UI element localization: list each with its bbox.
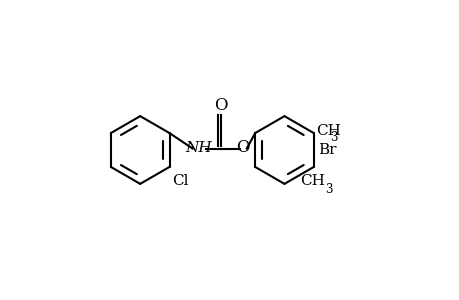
Text: Br: Br [318, 143, 336, 157]
Text: CH: CH [315, 124, 340, 138]
Text: 3: 3 [330, 131, 337, 144]
Text: CH: CH [299, 174, 324, 188]
Text: O: O [236, 140, 249, 156]
Text: NH: NH [185, 141, 212, 155]
Text: 3: 3 [325, 183, 332, 196]
Text: O: O [213, 97, 227, 114]
Text: Cl: Cl [172, 174, 188, 188]
